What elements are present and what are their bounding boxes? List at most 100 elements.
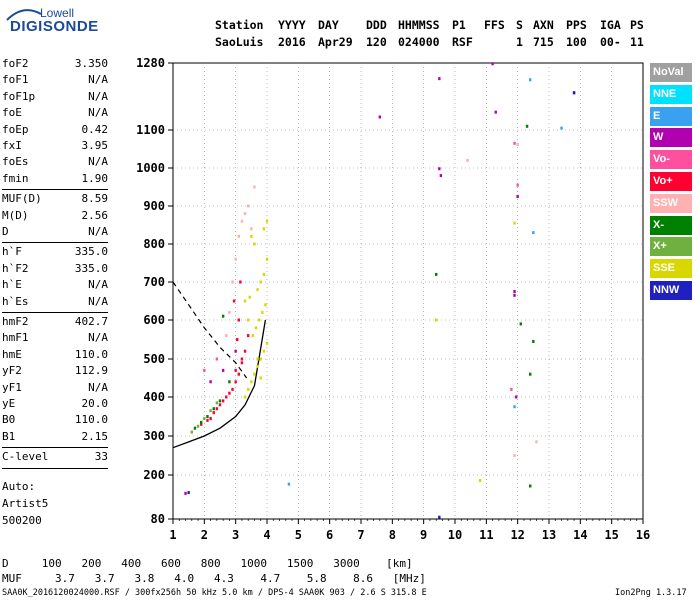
echo-point-vo (200, 422, 203, 426)
muf-distance-cell: 400 (101, 557, 142, 570)
muf-distance-cell: 800 (180, 557, 221, 570)
muf-value-cell: 3.8 (114, 572, 155, 585)
header-day-label: DAY (318, 18, 339, 32)
echo-point-sse (243, 395, 247, 399)
echo-point-x (193, 426, 197, 430)
x-tick-label: 5 (295, 528, 302, 542)
echo-point-vo (203, 368, 206, 372)
header-doy-value: 120 (366, 35, 387, 49)
param-name: foF2 (2, 57, 29, 70)
echo-point-ssw (535, 440, 538, 444)
echo-point-sse (247, 387, 250, 391)
y-tick-label: 300 (143, 429, 165, 443)
param-row-fxi: fxI 3.95 (2, 139, 108, 155)
auto-version: 500200 (2, 514, 42, 527)
legend-item-vo: Vo+ (650, 172, 692, 191)
echo-point-x (529, 372, 532, 376)
muf-table-distance-row: D 100 200 400 600 800 1000 1500 3000 [km… (2, 557, 413, 570)
echo-point-vo (228, 391, 231, 395)
param-row-hf2: h`F2 335.0 (2, 262, 108, 278)
echo-point-vo (231, 387, 234, 391)
echo-point-x (200, 420, 203, 424)
param-name: MUF(D) (2, 192, 42, 206)
param-row-b1: B1 2.15 (2, 430, 108, 446)
echo-point-e (529, 78, 532, 82)
echo-point-vo (232, 299, 236, 303)
param-value: 3.350 (74, 57, 108, 70)
param-name: B1 (2, 429, 16, 443)
param-row-md: M(D) 2.56 (2, 209, 108, 225)
legend-item-w: W (650, 128, 692, 148)
param-value: N/A (88, 380, 108, 394)
echo-point-sse (254, 326, 258, 330)
param-value: 110.0 (74, 413, 108, 427)
param-name: h`F2 (2, 261, 29, 275)
muf-table-muf-row: MUF 3.7 3.7 3.8 4.0 4.3 4.7 5.8 8.6 [MHz… (2, 572, 426, 585)
y-tick-label: 1100 (136, 123, 165, 137)
logo-arc-icon (6, 9, 42, 21)
param-name: yF1 (2, 380, 22, 394)
echo-point-vo (215, 407, 219, 411)
echo-point-ssw (466, 158, 469, 162)
param-name: foF1 (2, 73, 29, 87)
legend-item-e: E (650, 106, 692, 126)
echo-point-x (212, 407, 215, 411)
echo-point-w (221, 368, 225, 372)
echo-point-x (435, 272, 438, 276)
echo-point-sse (262, 272, 266, 276)
param-value: N/A (88, 294, 108, 308)
echo-point-sse (256, 357, 259, 361)
x-tick-label: 7 (357, 528, 364, 542)
muf-distance-cell: [km] (359, 557, 413, 570)
echo-point-w (209, 380, 212, 384)
x-tick-label: 1 (169, 528, 176, 542)
echo-point-w (438, 77, 441, 81)
echo-point-w (513, 293, 516, 297)
echo-point-x (206, 415, 209, 418)
param-value: 33 (94, 450, 108, 464)
header-ps-label: PS (630, 18, 644, 32)
echo-point-e (532, 231, 535, 235)
param-value: 112.9 (74, 364, 108, 378)
param-row-fof1: foF1 N/A (2, 73, 108, 89)
param-value: N/A (88, 331, 108, 345)
echo-point-e (287, 482, 291, 486)
muf-distance-cell: 200 (61, 557, 102, 570)
header-year-value: 2016 (278, 35, 306, 49)
echo-point-sse (251, 334, 255, 338)
x-tick-label: 14 (573, 528, 587, 542)
param-value: 110.0 (74, 347, 108, 361)
muf-value-cell: 3.7 (74, 572, 115, 585)
echo-point-sse (478, 479, 482, 482)
legend-item-nnw: NNW (650, 281, 692, 300)
echo-point-w (514, 395, 518, 399)
legend-item-vo: Vo- (650, 150, 692, 170)
header-iga-value: 00- (600, 35, 621, 49)
echo-point-nnw (187, 491, 190, 495)
x-tick-label: 2 (201, 528, 208, 542)
echo-point-sse (265, 257, 269, 261)
header-ps-value: 11 (630, 35, 644, 49)
logo-lowell: Lowell (40, 6, 75, 20)
param-row-foe: foE N/A (2, 106, 108, 122)
y-tick-label: 900 (143, 199, 165, 213)
echo-point-sse (243, 299, 247, 303)
param-name: foE (2, 106, 22, 120)
header-day-value: Apr29 (318, 35, 353, 49)
echo-point-w (491, 62, 494, 66)
echo-point-sse (262, 349, 266, 353)
echo-point-vo (240, 357, 244, 361)
echo-point-x (525, 124, 529, 128)
echo-point-x (218, 399, 222, 403)
header-pps-value: 100 (566, 35, 587, 49)
param-name: yE (2, 397, 16, 410)
param-separator (2, 447, 108, 449)
echo-point-ssw (237, 234, 240, 238)
param-value: 402.7 (74, 315, 108, 328)
header-p1-value: RSF (452, 35, 473, 49)
param-row-fof1p: foF1p N/A (2, 90, 108, 106)
param-value: N/A (88, 225, 108, 238)
echo-point-vo (209, 416, 212, 420)
muf-muf-label: MUF (2, 572, 22, 585)
header-s-value: 1 (516, 35, 523, 49)
